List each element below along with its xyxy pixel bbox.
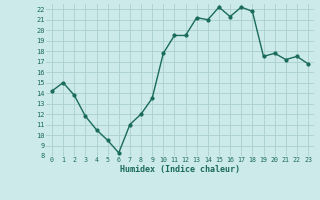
X-axis label: Humidex (Indice chaleur): Humidex (Indice chaleur) xyxy=(120,165,240,174)
